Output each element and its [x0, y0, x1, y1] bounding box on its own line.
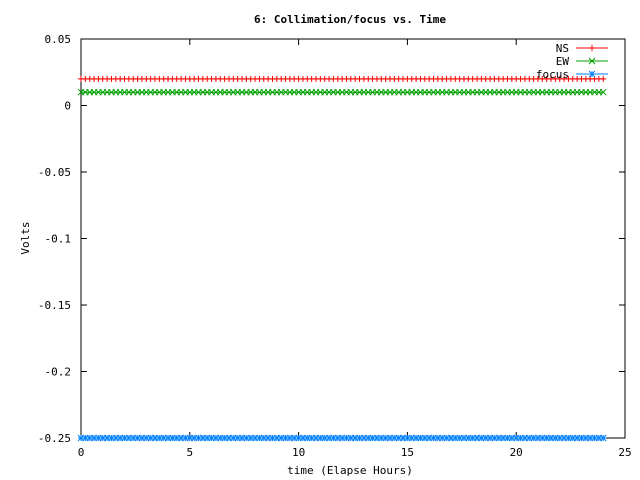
- y-tick-label: -0.15: [38, 299, 71, 312]
- legend-label: EW: [556, 55, 570, 68]
- x-axis-label: time (Elapse Hours): [287, 464, 413, 477]
- x-tick-label: 5: [186, 446, 193, 459]
- legend-marker: [588, 70, 596, 78]
- y-tick-label: -0.25: [38, 432, 71, 445]
- data-point: [600, 75, 607, 82]
- x-tick-label: 20: [510, 446, 523, 459]
- y-tick-label: -0.2: [45, 366, 72, 379]
- series-focus: [77, 434, 607, 442]
- y-tick-label: -0.1: [45, 233, 72, 246]
- legend-marker: [589, 45, 595, 51]
- series-layer: [77, 75, 607, 442]
- data-point: [599, 434, 607, 442]
- plot-frame: [80, 38, 626, 439]
- chart-title: 6: Collimation/focus vs. Time: [254, 13, 446, 26]
- x-tick-label: 25: [618, 446, 631, 459]
- y-tick-label: -0.05: [38, 166, 71, 179]
- data-point: [599, 88, 607, 96]
- x-tick-label: 15: [401, 446, 414, 459]
- y-tick-label: 0: [64, 100, 71, 113]
- y-tick-label: 0.05: [45, 33, 72, 46]
- series-ew: [77, 88, 607, 96]
- legend-marker: [588, 57, 596, 65]
- axis-ticks: 0.05 0 -0.05 -0.1 -0.15 -0.2 -0.25 0 5 10 15 20 25: [38, 33, 632, 459]
- series-ns: [78, 75, 607, 82]
- x-tick-label: 10: [292, 446, 305, 459]
- y-axis-label: Volts: [19, 221, 32, 254]
- legend-label: focus: [536, 68, 569, 81]
- legend-label: NS: [556, 42, 569, 55]
- x-tick-label: 0: [78, 446, 85, 459]
